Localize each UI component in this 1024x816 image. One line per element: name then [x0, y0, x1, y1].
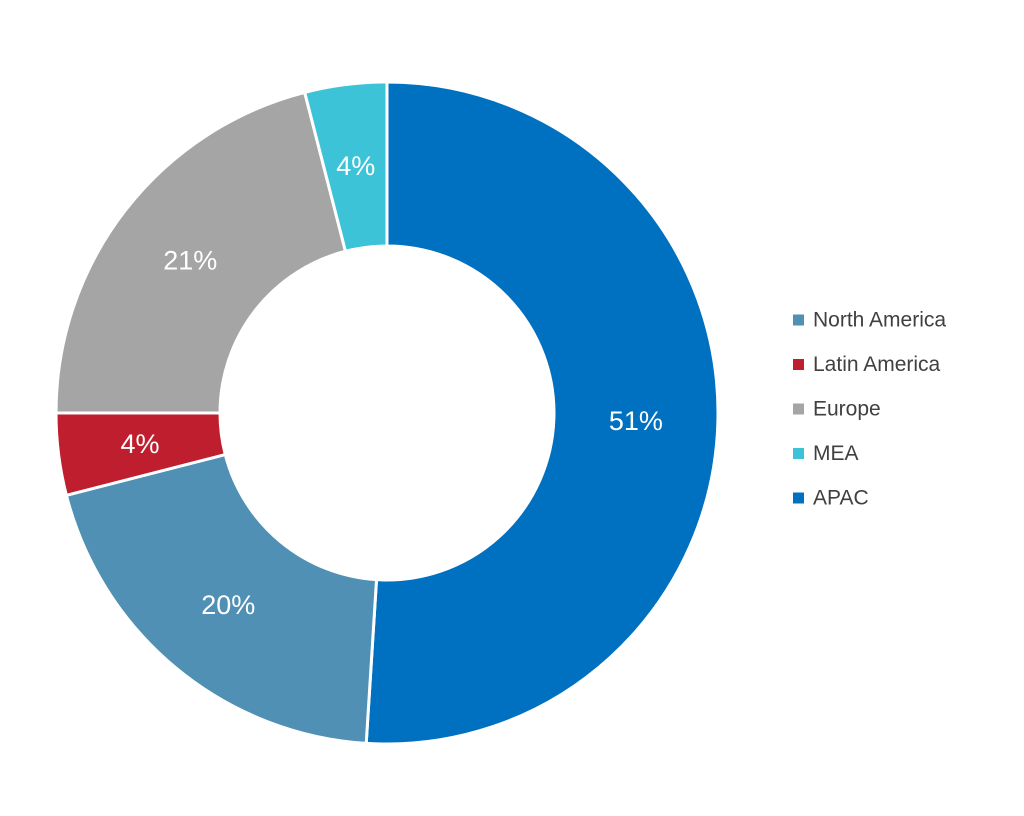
legend-label-north-america: North America: [813, 309, 946, 332]
legend-label-europe: Europe: [813, 398, 881, 421]
slice-label-latin-america: 4%: [120, 429, 159, 459]
legend-item-mea: MEA: [793, 442, 859, 465]
legend-label-mea: MEA: [813, 442, 859, 465]
slice-europe: [54, 90, 348, 415]
slice-label-apac: 51%: [609, 406, 663, 436]
slice-north-america: [64, 452, 379, 745]
legend-swatch-mea: [793, 448, 804, 459]
legend-swatch-apac: [793, 492, 804, 504]
legend-item-apac: APAC: [793, 487, 869, 510]
slice-labels: 51% 20% 4% 21% 4%: [120, 151, 662, 620]
legend-swatch-north-america: [793, 314, 804, 326]
legend-swatch-europe: [793, 403, 804, 415]
legend-label-latin-america: Latin America: [813, 353, 941, 376]
slice-label-mea: 4%: [336, 151, 375, 181]
legend-item-europe: Europe: [793, 398, 881, 421]
slice-label-north-america: 20%: [201, 590, 255, 620]
slice-mea: [302, 80, 389, 254]
legend: North America Latin America Europe MEA APAC: [793, 309, 946, 510]
legend-label-apac: APAC: [813, 487, 869, 510]
legend-swatch-latin-america: [793, 359, 804, 370]
slice-apac: [364, 80, 720, 746]
slice-label-europe: 21%: [163, 245, 217, 275]
legend-item-latin-america: Latin America: [793, 353, 941, 376]
donut-slices: [54, 80, 720, 746]
legend-item-north-america: North America: [793, 309, 946, 332]
